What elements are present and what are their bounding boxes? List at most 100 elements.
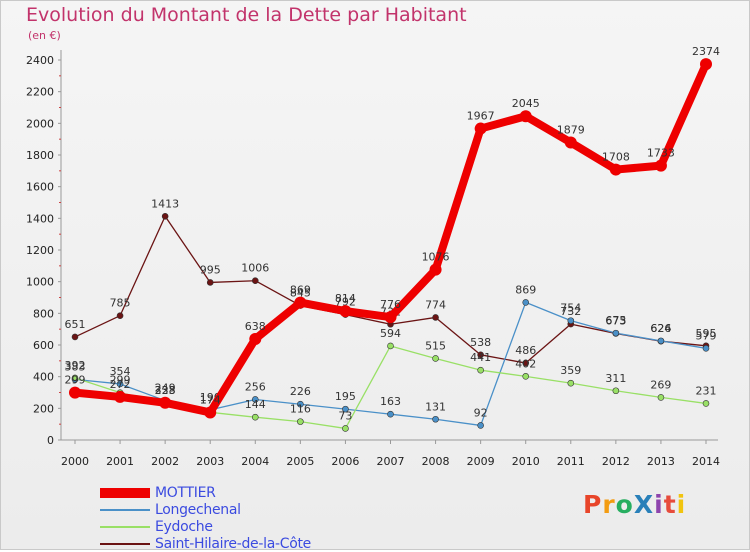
data-point bbox=[71, 374, 79, 382]
logo-letter: t bbox=[663, 490, 677, 519]
data-point bbox=[204, 406, 217, 419]
data-label: 311 bbox=[605, 372, 626, 385]
data-label: 774 bbox=[425, 298, 446, 311]
chart-unit: (en €) bbox=[28, 29, 61, 42]
x-tick-label: 2014 bbox=[692, 455, 720, 468]
data-label: 869 bbox=[290, 284, 311, 297]
data-label: 383 bbox=[65, 360, 86, 373]
data-point bbox=[567, 379, 575, 387]
data-label: 486 bbox=[515, 344, 536, 357]
data-point bbox=[387, 342, 394, 350]
data-label: 92 bbox=[474, 406, 488, 419]
data-label: 594 bbox=[380, 327, 401, 340]
data-label: 638 bbox=[245, 320, 266, 333]
data-point bbox=[69, 386, 81, 399]
x-tick-label: 2005 bbox=[286, 455, 314, 468]
data-label: 144 bbox=[245, 398, 266, 411]
logo-letter: r bbox=[602, 490, 616, 519]
data-label: 299 bbox=[65, 374, 86, 387]
data-point bbox=[657, 337, 665, 345]
data-label: 359 bbox=[560, 364, 581, 377]
y-tick-label: 1000 bbox=[26, 276, 54, 289]
data-label: 792 bbox=[335, 296, 356, 309]
x-tick-label: 2006 bbox=[331, 455, 359, 468]
x-tick-label: 2002 bbox=[151, 455, 179, 468]
x-tick-label: 2007 bbox=[377, 455, 405, 468]
line-chart: 0 200 400 600 800 1000 1200 1400 1600 1800 2000 220… bbox=[26, 45, 720, 468]
legend-item-saint-hilaire: Saint-Hilaire-de-la-Côte bbox=[100, 535, 311, 552]
data-label: 732 bbox=[560, 305, 581, 318]
y-tick-label: 2200 bbox=[26, 86, 54, 99]
legend-item-eydoche: Eydoche bbox=[100, 518, 311, 535]
data-label: 515 bbox=[425, 339, 446, 352]
x-tick-label: 2013 bbox=[647, 455, 675, 468]
data-label: 226 bbox=[290, 385, 311, 398]
data-point bbox=[387, 410, 394, 418]
x-tick-label: 2012 bbox=[602, 455, 630, 468]
y-tick-label: 800 bbox=[33, 307, 54, 320]
logo-letter: i bbox=[654, 490, 664, 519]
y-tick-label: 400 bbox=[33, 371, 54, 384]
data-label: 231 bbox=[696, 384, 717, 397]
data-label: 249 bbox=[155, 382, 176, 395]
legend-label-longechenal: Longechenal bbox=[155, 501, 241, 518]
data-point bbox=[294, 296, 307, 309]
series-line-saint-hilaire-de-la-c-te bbox=[74, 215, 707, 364]
data-label: 195 bbox=[335, 390, 356, 403]
data-label: 116 bbox=[290, 403, 311, 416]
data-label: 995 bbox=[200, 263, 221, 276]
x-tick-label: 2003 bbox=[196, 455, 224, 468]
data-label: 579 bbox=[696, 329, 717, 342]
data-point bbox=[612, 329, 620, 337]
data-point bbox=[519, 110, 532, 123]
data-point bbox=[474, 122, 487, 135]
y-tick-label: 1800 bbox=[26, 149, 54, 162]
data-point bbox=[657, 394, 665, 401]
data-label: 1006 bbox=[241, 262, 269, 275]
data-label: 392 bbox=[65, 359, 86, 372]
data-point bbox=[159, 396, 172, 409]
data-label: 776 bbox=[380, 298, 401, 311]
data-point bbox=[702, 345, 710, 352]
data-label: 328 bbox=[155, 384, 176, 397]
data-point bbox=[432, 415, 439, 423]
data-point bbox=[522, 299, 530, 306]
legend: MOTTIER Longechenal Eydoche Saint-Hilair… bbox=[100, 484, 311, 552]
data-point bbox=[700, 58, 712, 71]
y-tick-label: 0 bbox=[47, 434, 54, 447]
y-tick-label: 200 bbox=[33, 402, 54, 415]
legend-label-eydoche: Eydoche bbox=[155, 518, 213, 535]
data-label: 814 bbox=[335, 292, 356, 305]
data-point bbox=[342, 405, 349, 413]
data-label: 131 bbox=[425, 400, 446, 413]
x-tick-label: 2004 bbox=[241, 455, 269, 468]
data-point bbox=[567, 317, 575, 324]
data-label: 1076 bbox=[422, 251, 450, 264]
data-point bbox=[251, 413, 259, 421]
data-label: 2374 bbox=[692, 45, 720, 58]
data-point bbox=[251, 277, 259, 285]
data-label: 73 bbox=[338, 409, 352, 422]
data-label: 595 bbox=[696, 327, 717, 340]
data-point bbox=[522, 373, 530, 380]
data-point bbox=[609, 163, 622, 176]
data-label: 1879 bbox=[557, 123, 585, 136]
data-label: 163 bbox=[380, 395, 401, 408]
data-point bbox=[432, 355, 439, 362]
legend-swatch-longechenal bbox=[100, 508, 150, 511]
data-point bbox=[612, 387, 620, 395]
logo-letter: X bbox=[633, 490, 655, 519]
y-tick-label: 1600 bbox=[26, 181, 54, 194]
data-label: 2045 bbox=[512, 97, 540, 110]
data-point bbox=[161, 212, 169, 220]
data-label: 754 bbox=[560, 302, 581, 315]
data-point bbox=[297, 418, 304, 425]
data-label: 869 bbox=[515, 283, 536, 296]
legend-swatch-mottier bbox=[100, 487, 150, 498]
data-point bbox=[432, 314, 439, 321]
data-point bbox=[429, 263, 442, 276]
y-tick-label: 1400 bbox=[26, 212, 54, 225]
x-tick-label: 2011 bbox=[557, 455, 585, 468]
data-point bbox=[114, 390, 127, 403]
chart-title: Evolution du Montant de la Dette par Hab… bbox=[26, 4, 467, 26]
